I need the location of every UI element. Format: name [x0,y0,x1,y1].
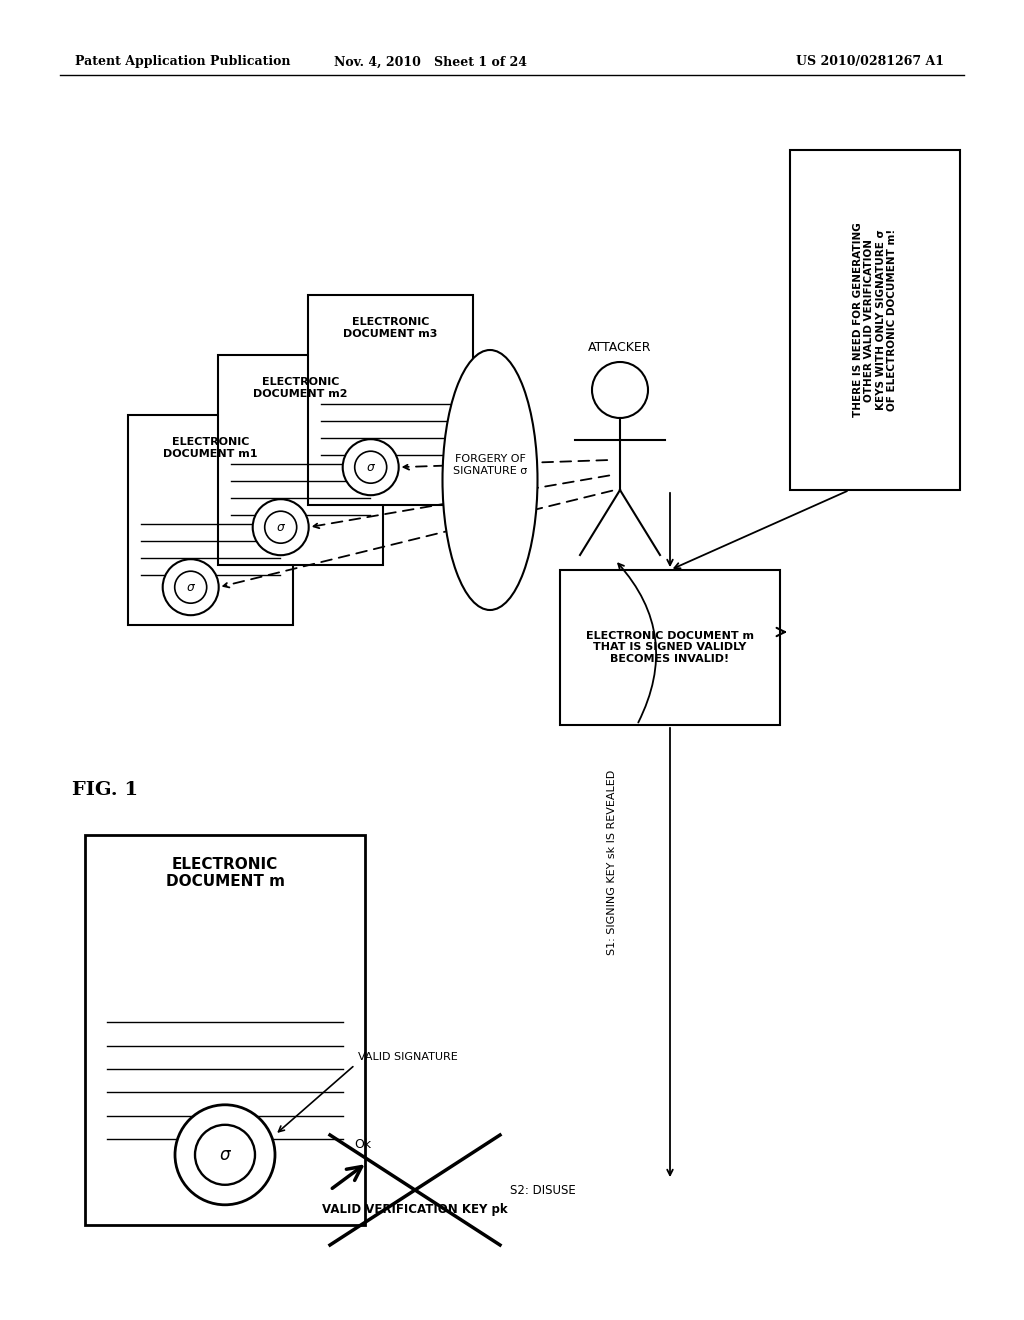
Circle shape [354,451,387,483]
Text: ELECTRONIC DOCUMENT m
THAT IS SIGNED VALIDLY
BECOMES INVALID!: ELECTRONIC DOCUMENT m THAT IS SIGNED VAL… [586,631,754,664]
Bar [128,414,293,624]
Text: σ: σ [276,520,285,533]
Text: ATTACKER: ATTACKER [588,341,651,354]
Text: Ok: Ok [354,1138,371,1151]
Text: ELECTRONIC
DOCUMENT m: ELECTRONIC DOCUMENT m [166,857,285,890]
Text: σ: σ [220,1146,230,1164]
Text: Patent Application Publication: Patent Application Publication [75,55,291,69]
Text: σ: σ [186,581,195,594]
Text: ELECTRONIC
DOCUMENT m2: ELECTRONIC DOCUMENT m2 [253,378,348,399]
Text: S2: DISUSE: S2: DISUSE [510,1184,575,1196]
Text: ELECTRONIC
DOCUMENT m1: ELECTRONIC DOCUMENT m1 [163,437,258,458]
Text: ELECTRONIC
DOCUMENT m3: ELECTRONIC DOCUMENT m3 [343,317,437,339]
Text: US 2010/0281267 A1: US 2010/0281267 A1 [796,55,944,69]
Circle shape [264,511,297,544]
Circle shape [343,440,398,495]
Bar [85,836,365,1225]
Ellipse shape [442,350,538,610]
Bar [308,294,473,506]
Bar [560,570,780,725]
Circle shape [163,560,219,615]
Text: THERE IS NEED FOR GENERATING
OTHER VALID VERIFICATION
KEYS WITH ONLY SIGNATURE σ: THERE IS NEED FOR GENERATING OTHER VALID… [853,223,897,417]
Circle shape [592,362,648,418]
Circle shape [253,499,308,556]
Circle shape [195,1125,255,1185]
Text: VALID SIGNATURE: VALID SIGNATURE [358,1052,458,1061]
Text: S1: SIGNING KEY sk IS REVEALED: S1: SIGNING KEY sk IS REVEALED [607,770,617,956]
Text: FORGERY OF
SIGNATURE σ: FORGERY OF SIGNATURE σ [453,454,527,475]
Text: FIG. 1: FIG. 1 [72,781,138,799]
Circle shape [175,572,207,603]
Text: Nov. 4, 2010   Sheet 1 of 24: Nov. 4, 2010 Sheet 1 of 24 [334,55,526,69]
Text: σ: σ [367,461,375,474]
Bar [218,355,383,565]
Bar [790,150,961,490]
Circle shape [175,1105,275,1205]
Text: VALID VERIFICATION KEY pk: VALID VERIFICATION KEY pk [323,1204,508,1217]
